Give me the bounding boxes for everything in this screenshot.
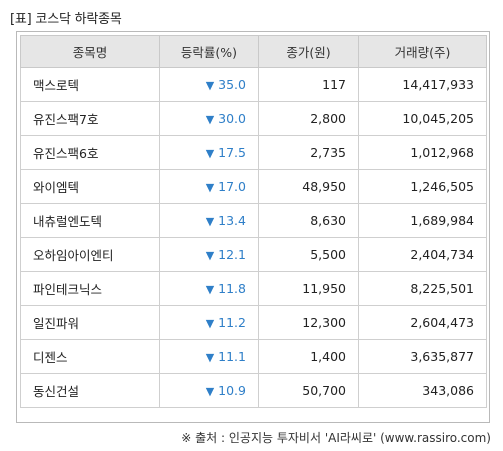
- down-triangle-icon: ▼: [205, 181, 215, 194]
- close-price: 48,950: [258, 169, 359, 204]
- change-rate-cell: ▼ 13.4: [159, 203, 259, 238]
- table-row: 유진스팩7호 ▼ 30.0 2,800 10,045,205: [20, 101, 487, 136]
- trade-volume: 2,604,473: [358, 305, 487, 340]
- stock-name: 맥스로텍: [20, 67, 160, 102]
- stock-name: 디젠스: [20, 339, 160, 374]
- close-price: 1,400: [258, 339, 359, 374]
- stock-name: 유진스팩7호: [20, 101, 160, 136]
- change-rate-value: 30.0: [218, 111, 246, 126]
- close-price: 8,630: [258, 203, 359, 238]
- header-close-price: 종가(원): [258, 35, 359, 68]
- trade-volume: 10,045,205: [358, 101, 487, 136]
- stock-name: 와이엠텍: [20, 169, 160, 204]
- down-triangle-icon: ▼: [205, 351, 215, 364]
- change-rate-value: 13.4: [218, 213, 246, 228]
- change-rate-value: 17.0: [218, 179, 246, 194]
- header-volume: 거래량(주): [358, 35, 487, 68]
- stock-name: 오하임아이엔티: [20, 237, 160, 272]
- table-row: 유진스팩6호 ▼ 17.5 2,735 1,012,968: [20, 135, 487, 170]
- change-rate-cell: ▼ 12.1: [159, 237, 259, 272]
- down-triangle-icon: ▼: [205, 385, 215, 398]
- change-rate-cell: ▼ 17.5: [159, 135, 259, 170]
- table-row: 내츄럴엔도텍 ▼ 13.4 8,630 1,689,984: [20, 203, 487, 238]
- down-triangle-icon: ▼: [205, 317, 215, 330]
- change-rate-value: 35.0: [218, 77, 246, 92]
- change-rate-cell: ▼ 11.2: [159, 305, 259, 340]
- trade-volume: 14,417,933: [358, 67, 487, 102]
- trade-volume: 8,225,501: [358, 271, 487, 306]
- close-price: 5,500: [258, 237, 359, 272]
- close-price: 2,800: [258, 101, 359, 136]
- table-header-row: 종목명 등락률(%) 종가(원) 거래량(주): [20, 35, 487, 68]
- change-rate-cell: ▼ 10.9: [159, 373, 259, 408]
- source-note: ※ 출처 : 인공지능 투자비서 'AI라씨로' (www.rassiro.co…: [181, 431, 491, 445]
- table-frame: 종목명 등락률(%) 종가(원) 거래량(주) 맥스로텍 ▼ 35.0 117 14,4…: [16, 31, 490, 423]
- trade-volume: 2,404,734: [358, 237, 487, 272]
- table-row: 파인테크닉스 ▼ 11.8 11,950 8,225,501: [20, 271, 487, 306]
- stock-name: 일진파워: [20, 305, 160, 340]
- down-triangle-icon: ▼: [205, 113, 215, 126]
- change-rate-value: 12.1: [218, 247, 246, 262]
- change-rate-cell: ▼ 11.1: [159, 339, 259, 374]
- header-change-rate: 등락률(%): [159, 35, 259, 68]
- table-row: 일진파워 ▼ 11.2 12,300 2,604,473: [20, 305, 487, 340]
- close-price: 50,700: [258, 373, 359, 408]
- decliners-table: 종목명 등락률(%) 종가(원) 거래량(주) 맥스로텍 ▼ 35.0 117 14,4…: [20, 35, 487, 408]
- table-row: 오하임아이엔티 ▼ 12.1 5,500 2,404,734: [20, 237, 487, 272]
- close-price: 2,735: [258, 135, 359, 170]
- table-row: 디젠스 ▼ 11.1 1,400 3,635,877: [20, 339, 487, 374]
- change-rate-value: 17.5: [218, 145, 246, 160]
- down-triangle-icon: ▼: [205, 249, 215, 262]
- close-price: 117: [258, 67, 359, 102]
- down-triangle-icon: ▼: [205, 283, 215, 296]
- stock-name: 동신건설: [20, 373, 160, 408]
- change-rate-cell: ▼ 30.0: [159, 101, 259, 136]
- change-rate-value: 11.2: [218, 315, 246, 330]
- trade-volume: 1,012,968: [358, 135, 487, 170]
- close-price: 12,300: [258, 305, 359, 340]
- change-rate-value: 11.1: [218, 349, 246, 364]
- stock-name: 유진스팩6호: [20, 135, 160, 170]
- trade-volume: 3,635,877: [358, 339, 487, 374]
- down-triangle-icon: ▼: [205, 79, 215, 92]
- down-triangle-icon: ▼: [205, 215, 215, 228]
- change-rate-value: 11.8: [218, 281, 246, 296]
- page-title: [표] 코스닥 하락종목: [10, 12, 122, 27]
- change-rate-cell: ▼ 11.8: [159, 271, 259, 306]
- change-rate-cell: ▼ 17.0: [159, 169, 259, 204]
- down-triangle-icon: ▼: [205, 147, 215, 160]
- trade-volume: 343,086: [358, 373, 487, 408]
- table-row: 맥스로텍 ▼ 35.0 117 14,417,933: [20, 67, 487, 102]
- change-rate-cell: ▼ 35.0: [159, 67, 259, 102]
- trade-volume: 1,689,984: [358, 203, 487, 238]
- table-row: 와이엠텍 ▼ 17.0 48,950 1,246,505: [20, 169, 487, 204]
- close-price: 11,950: [258, 271, 359, 306]
- trade-volume: 1,246,505: [358, 169, 487, 204]
- stock-name: 파인테크닉스: [20, 271, 160, 306]
- table-row: 동신건설 ▼ 10.9 50,700 343,086: [20, 373, 487, 408]
- stock-name: 내츄럴엔도텍: [20, 203, 160, 238]
- header-stock-name: 종목명: [20, 35, 160, 68]
- change-rate-value: 10.9: [218, 383, 246, 398]
